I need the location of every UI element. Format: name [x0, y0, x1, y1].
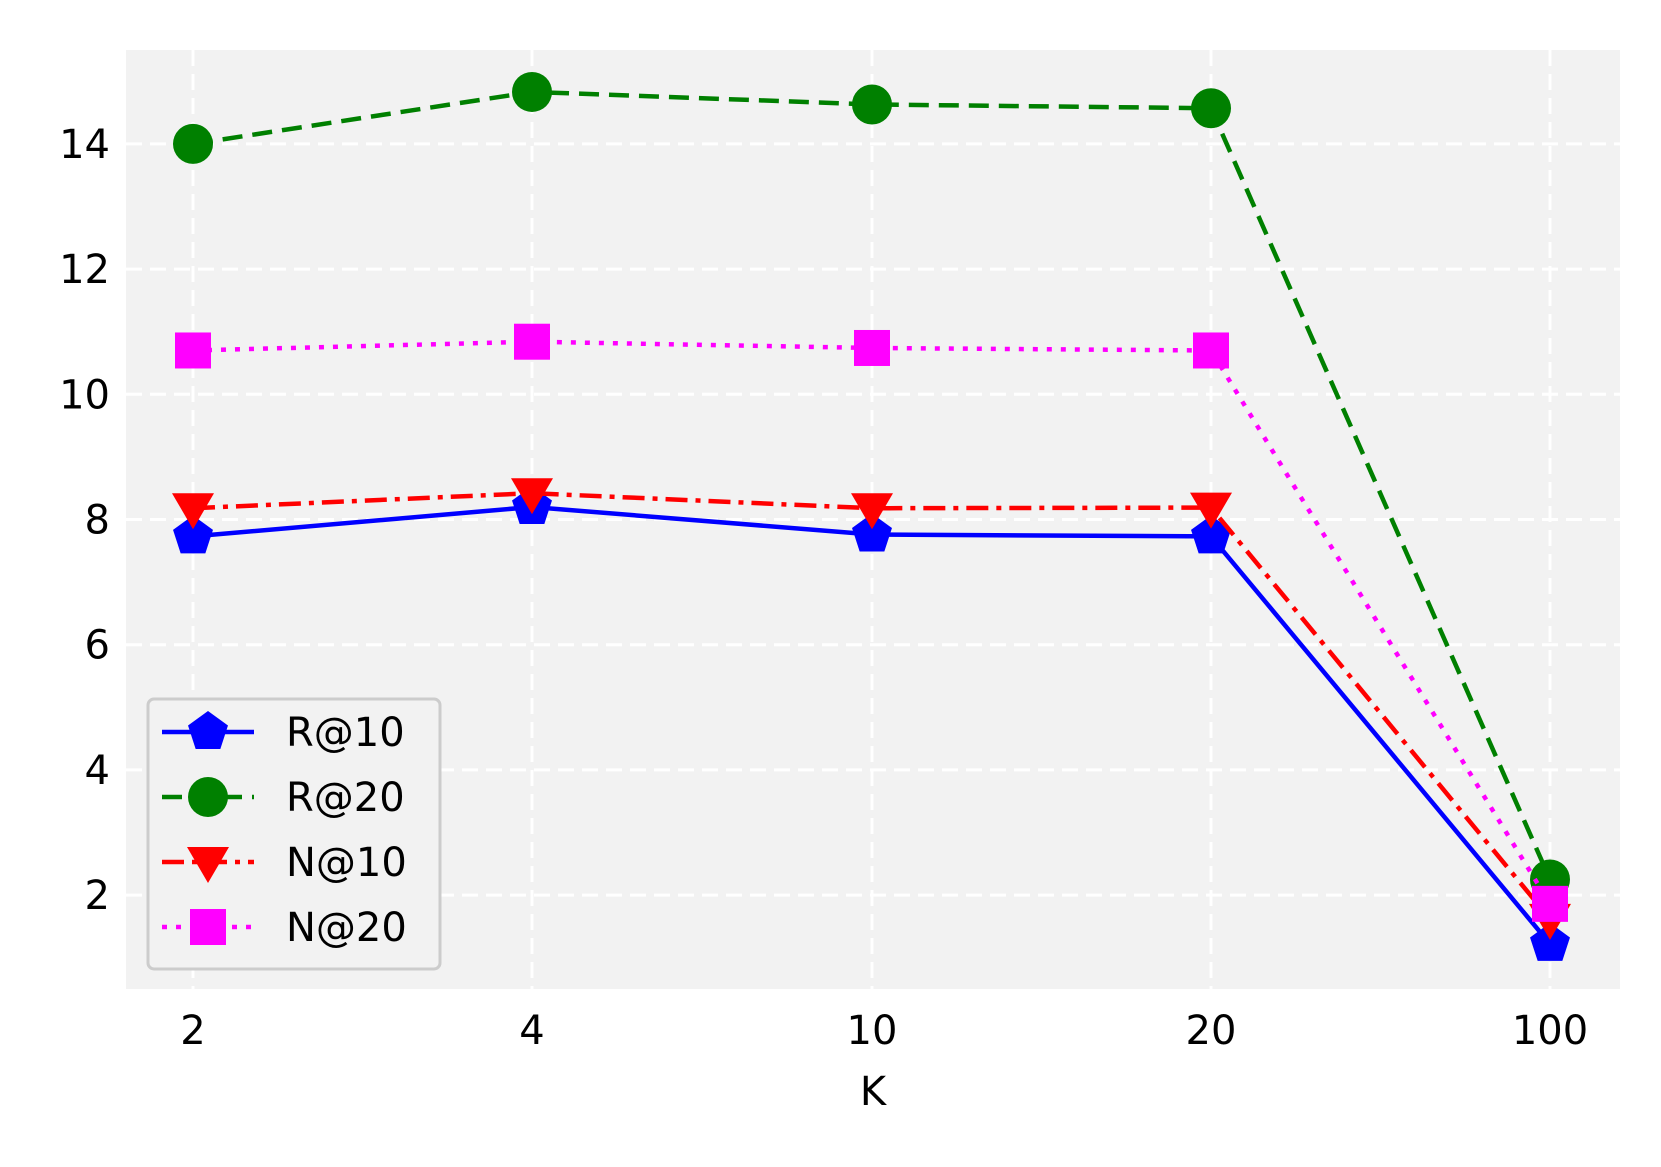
data-point	[1532, 885, 1568, 922]
series-n-at-20	[175, 323, 1568, 922]
y-tick-label: 6	[85, 623, 110, 669]
legend-entry: N@20	[162, 905, 407, 951]
data-point	[173, 515, 213, 554]
x-tick-label: 4	[519, 1008, 544, 1054]
data-point	[1191, 88, 1231, 129]
data-point	[854, 329, 890, 366]
series-line	[192, 339, 1552, 906]
legend-label: N@20	[286, 905, 407, 951]
data-point	[514, 323, 550, 360]
y-tick-label: 2	[85, 873, 110, 919]
data-point	[852, 513, 892, 552]
series-line	[192, 89, 1553, 881]
data-point	[172, 493, 214, 530]
x-tick-label: 10	[847, 1008, 898, 1054]
data-point	[512, 71, 552, 112]
legend: R@10 R@20 N@10 N@20	[146, 697, 442, 971]
legend-label: R@20	[286, 775, 405, 821]
legend-box	[146, 697, 442, 971]
legend-label: N@10	[286, 840, 407, 886]
legend-marker	[188, 777, 228, 817]
data-point	[852, 84, 892, 125]
axis-group: 2 4 10 20 100 2 4 6 8 10 12 14	[59, 122, 1588, 1054]
data-point	[511, 478, 553, 515]
legend-marker	[188, 711, 228, 749]
data-point	[1190, 492, 1232, 529]
legend-entry: R@10	[162, 710, 405, 756]
x-axis-label: K	[860, 1069, 888, 1115]
data-point	[173, 123, 213, 164]
y-tick-label: 10	[59, 372, 110, 418]
data-point	[1193, 332, 1229, 369]
x-tick-label: 100	[1512, 1008, 1588, 1054]
legend-entry: R@20	[162, 775, 405, 821]
x-tick-label: 2	[180, 1008, 205, 1054]
legend-entry: N@10	[162, 840, 407, 886]
y-tick-label: 12	[59, 247, 110, 293]
y-tick-label: 8	[85, 498, 110, 544]
data-point	[851, 493, 893, 530]
series-group	[172, 71, 1571, 961]
y-tick-label: 14	[59, 122, 110, 168]
data-point	[175, 332, 211, 369]
legend-marker	[187, 847, 229, 883]
legend-marker	[190, 909, 226, 945]
data-point	[1530, 922, 1570, 961]
data-point	[1191, 515, 1231, 554]
legend-label: R@10	[286, 710, 405, 756]
series-r-at-10	[173, 485, 1570, 961]
x-tick-label: 20	[1186, 1008, 1237, 1054]
y-tick-label: 4	[85, 748, 110, 794]
